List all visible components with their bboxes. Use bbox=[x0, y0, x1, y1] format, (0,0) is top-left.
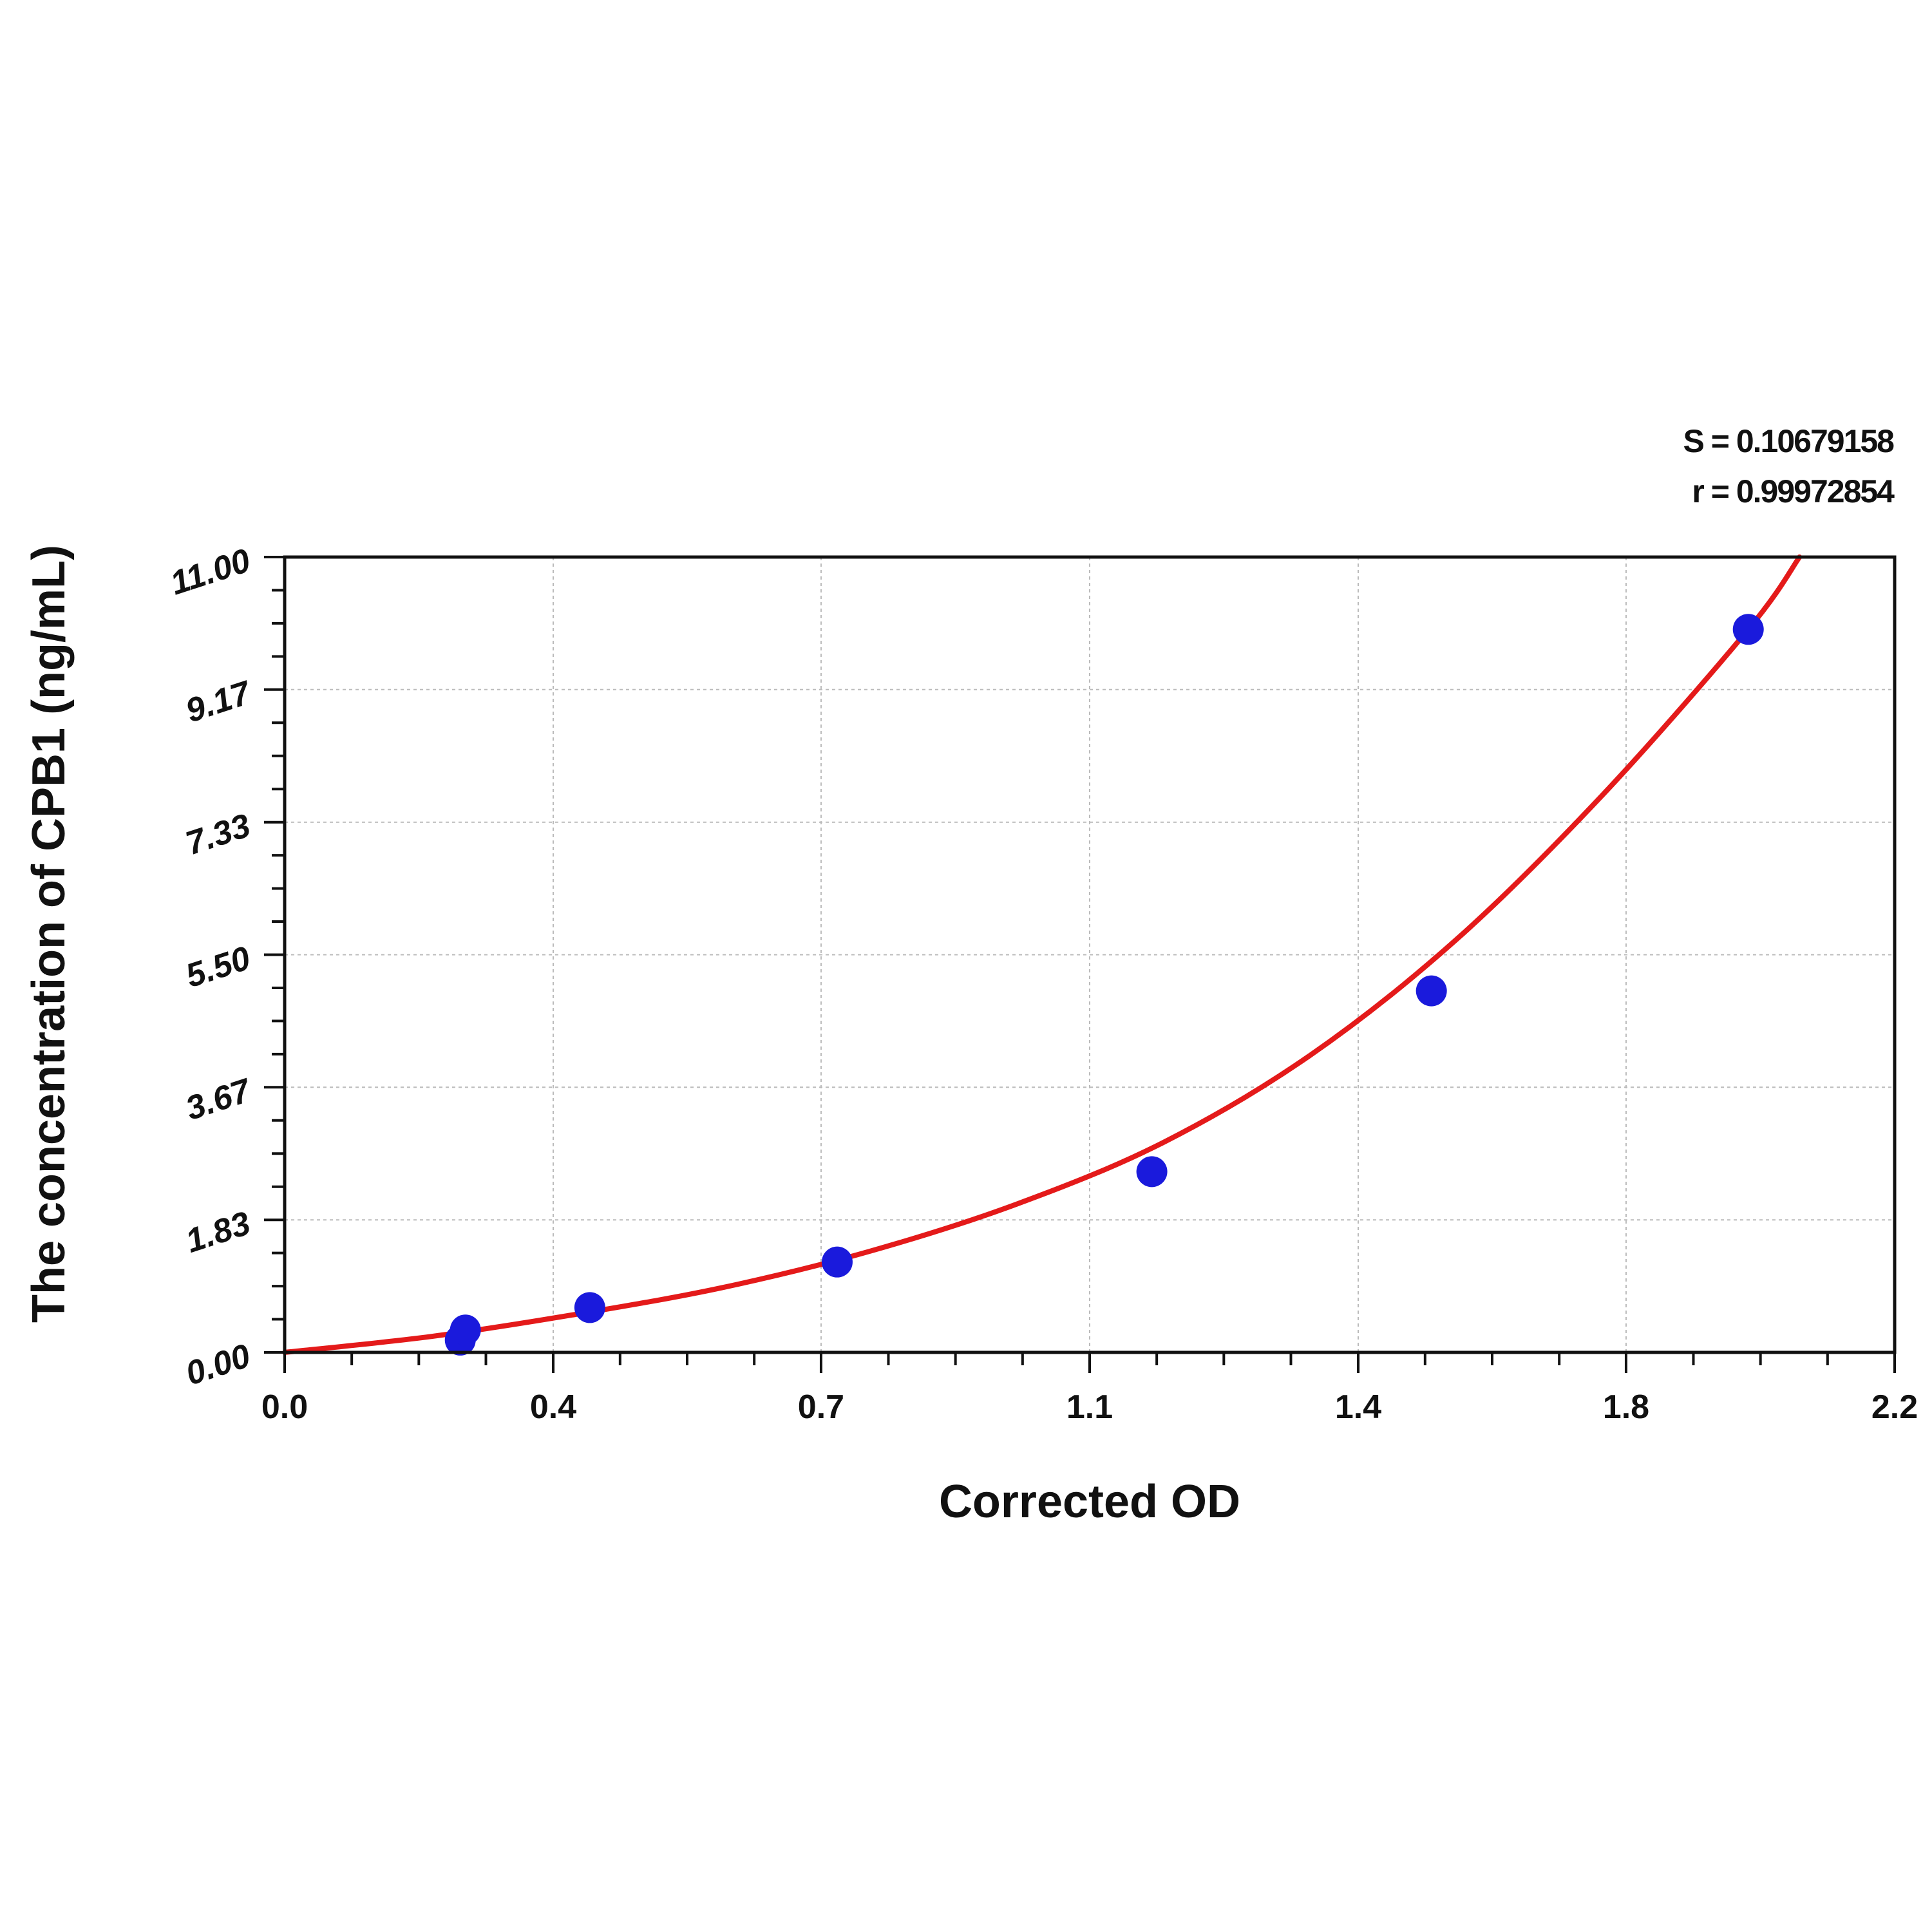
data-point bbox=[574, 1292, 605, 1323]
data-point bbox=[821, 1246, 853, 1278]
data-point bbox=[1136, 1156, 1168, 1188]
y-tick-label: 3.67 bbox=[182, 1072, 256, 1128]
axis-ticks bbox=[264, 556, 1896, 1373]
x-tick-label: 0.0 bbox=[261, 1388, 308, 1426]
y-tick-label: 11.00 bbox=[166, 542, 255, 602]
data-point bbox=[1732, 614, 1764, 645]
data-points-layer bbox=[444, 614, 1764, 1356]
y-tick-label: 0.00 bbox=[182, 1337, 255, 1392]
r-value-label: r = 0.99972854 bbox=[1692, 473, 1895, 509]
grid-lines bbox=[285, 557, 1895, 1352]
tick-labels: 0.0 0.4 0.7 1.1 1.4 1.8 2.2 0.00 1.83 3.67 5.50 7.3… bbox=[166, 542, 1918, 1426]
x-tick-label: 1.8 bbox=[1603, 1388, 1649, 1426]
y-tick-label: 1.83 bbox=[182, 1204, 255, 1260]
x-tick-label: 2.2 bbox=[1871, 1388, 1918, 1426]
x-tick-label: 1.1 bbox=[1066, 1388, 1113, 1426]
y-axis-title: The concentration of CPB1 (ng/mL) bbox=[23, 545, 75, 1323]
y-tick-label: 9.17 bbox=[182, 674, 256, 730]
fit-curve-layer bbox=[282, 554, 1803, 1355]
data-point bbox=[450, 1314, 481, 1346]
x-axis-title: Corrected OD bbox=[939, 1476, 1240, 1528]
x-tick-label: 0.4 bbox=[530, 1388, 576, 1426]
y-tick-label: 5.50 bbox=[182, 940, 255, 995]
s-value-label: S = 0.10679158 bbox=[1683, 423, 1895, 459]
fit-curve-line bbox=[282, 554, 1803, 1355]
x-tick-label: 1.4 bbox=[1335, 1388, 1381, 1426]
data-point bbox=[1416, 975, 1447, 1007]
x-tick-label: 0.7 bbox=[798, 1388, 844, 1426]
y-tick-label: 7.33 bbox=[182, 807, 255, 862]
